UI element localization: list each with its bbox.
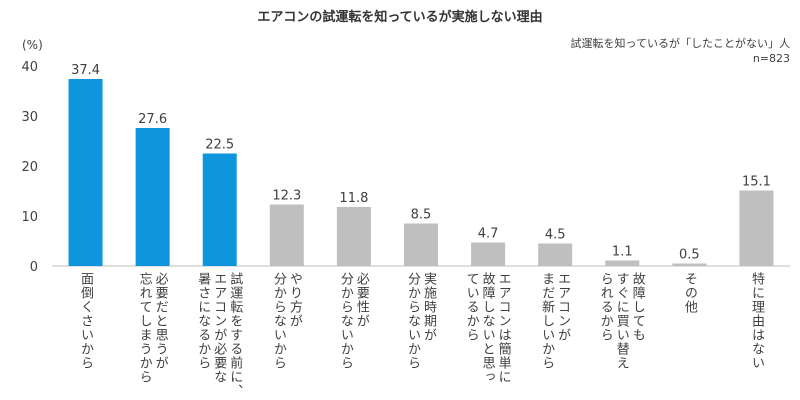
y-tick-label: 0 [30,260,38,275]
category-label-line: 分からないから [405,272,420,370]
category-label: 実施時期が 分からないから [404,272,436,370]
category-label-line: 必要性が [353,272,369,328]
category-label-line: 試運転をする前に、 [227,272,243,398]
category-label-line: 故障しないと思っ [479,272,495,384]
category-label: 試運転をする前に、 エアコンが必要な 暑さになるから [194,272,242,398]
category-label: その他 [681,272,697,314]
bar [68,79,103,266]
category-label: 特に理由はない [748,272,764,370]
data-label: 15.1 [742,175,771,190]
bar [269,204,304,266]
y-tick-label: 40 [21,60,38,75]
category-label: 面倒くさいから [77,272,93,370]
category-label-line: 実施時期が [421,272,436,342]
chart-title: エアコンの試運転を知っているが実施しない理由 [257,10,543,25]
category-label-line: エアコンが [555,272,571,342]
category-label-line: られるから [597,272,613,342]
category-label-line: エアコンは簡単に [495,272,511,384]
category-label-line: その他 [681,272,697,314]
category-label-line: やり方が [286,272,302,328]
category-label-line: 忘れてしまうから [136,272,152,384]
category-label-line: まだ新しいから [539,272,555,370]
category-label-line: 面倒くさいから [78,272,94,370]
y-tick-label: 10 [21,210,38,225]
bar [135,128,170,266]
bar [471,242,506,266]
data-label: 37.4 [71,63,100,78]
category-label: エアコンが まだ新しいから [538,272,570,370]
data-label: 4.5 [545,228,566,243]
category-label: 故障しても すぐに買い替え られるから [597,272,645,370]
category-label-line: すぐに買い替え [613,272,629,370]
category-label-line: 分からないから [337,272,353,370]
bar [336,207,371,266]
category-label: 必要だと思うが 忘れてしまうから [136,272,168,384]
category-label: やり方が 分からないから [270,272,302,370]
data-label: 8.5 [411,208,432,223]
bar [605,260,640,266]
data-label: 22.5 [205,138,234,153]
category-label-line: ているから [463,272,479,342]
category-label-line: 故障しても [629,272,645,342]
data-label: 0.5 [679,248,700,263]
subtitle-sample-size: n=823 [752,52,790,65]
data-label: 27.6 [138,112,167,127]
bar [739,190,774,266]
category-label: 必要性が 分からないから [337,272,369,370]
category-label-line: エアコンが必要な [211,272,227,384]
category-label: エアコンは簡単に 故障しないと思っ ているから [463,272,511,384]
y-axis-unit: (%) [22,38,43,52]
category-label-line: 必要だと思うが [152,272,168,370]
y-tick-label: 20 [21,160,38,175]
bar [672,263,707,266]
data-label: 4.7 [478,227,499,242]
data-label: 1.1 [612,245,633,260]
y-tick-label: 30 [21,110,38,125]
category-label-line: 分からないから [270,272,286,370]
bar [404,223,438,266]
bar [202,153,237,266]
category-label-line: 特に理由はない [748,272,764,370]
category-label-line: 暑さになるから [195,272,211,370]
subtitle-population: 試運転を知っているが「したことがない」人 [570,37,790,50]
data-label: 12.3 [272,189,301,204]
data-label: 11.8 [339,191,368,206]
bar [538,243,573,266]
chart-subtitle: 試運転を知っているが「したことがない」人 n=823 [571,36,790,66]
